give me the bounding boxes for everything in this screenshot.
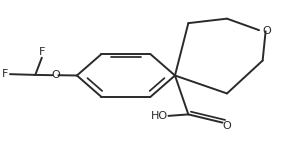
Text: O: O (262, 26, 271, 36)
Text: O: O (222, 121, 231, 131)
Text: F: F (39, 47, 45, 58)
Text: O: O (51, 70, 60, 80)
Text: F: F (1, 69, 8, 79)
Text: HO: HO (151, 111, 168, 121)
